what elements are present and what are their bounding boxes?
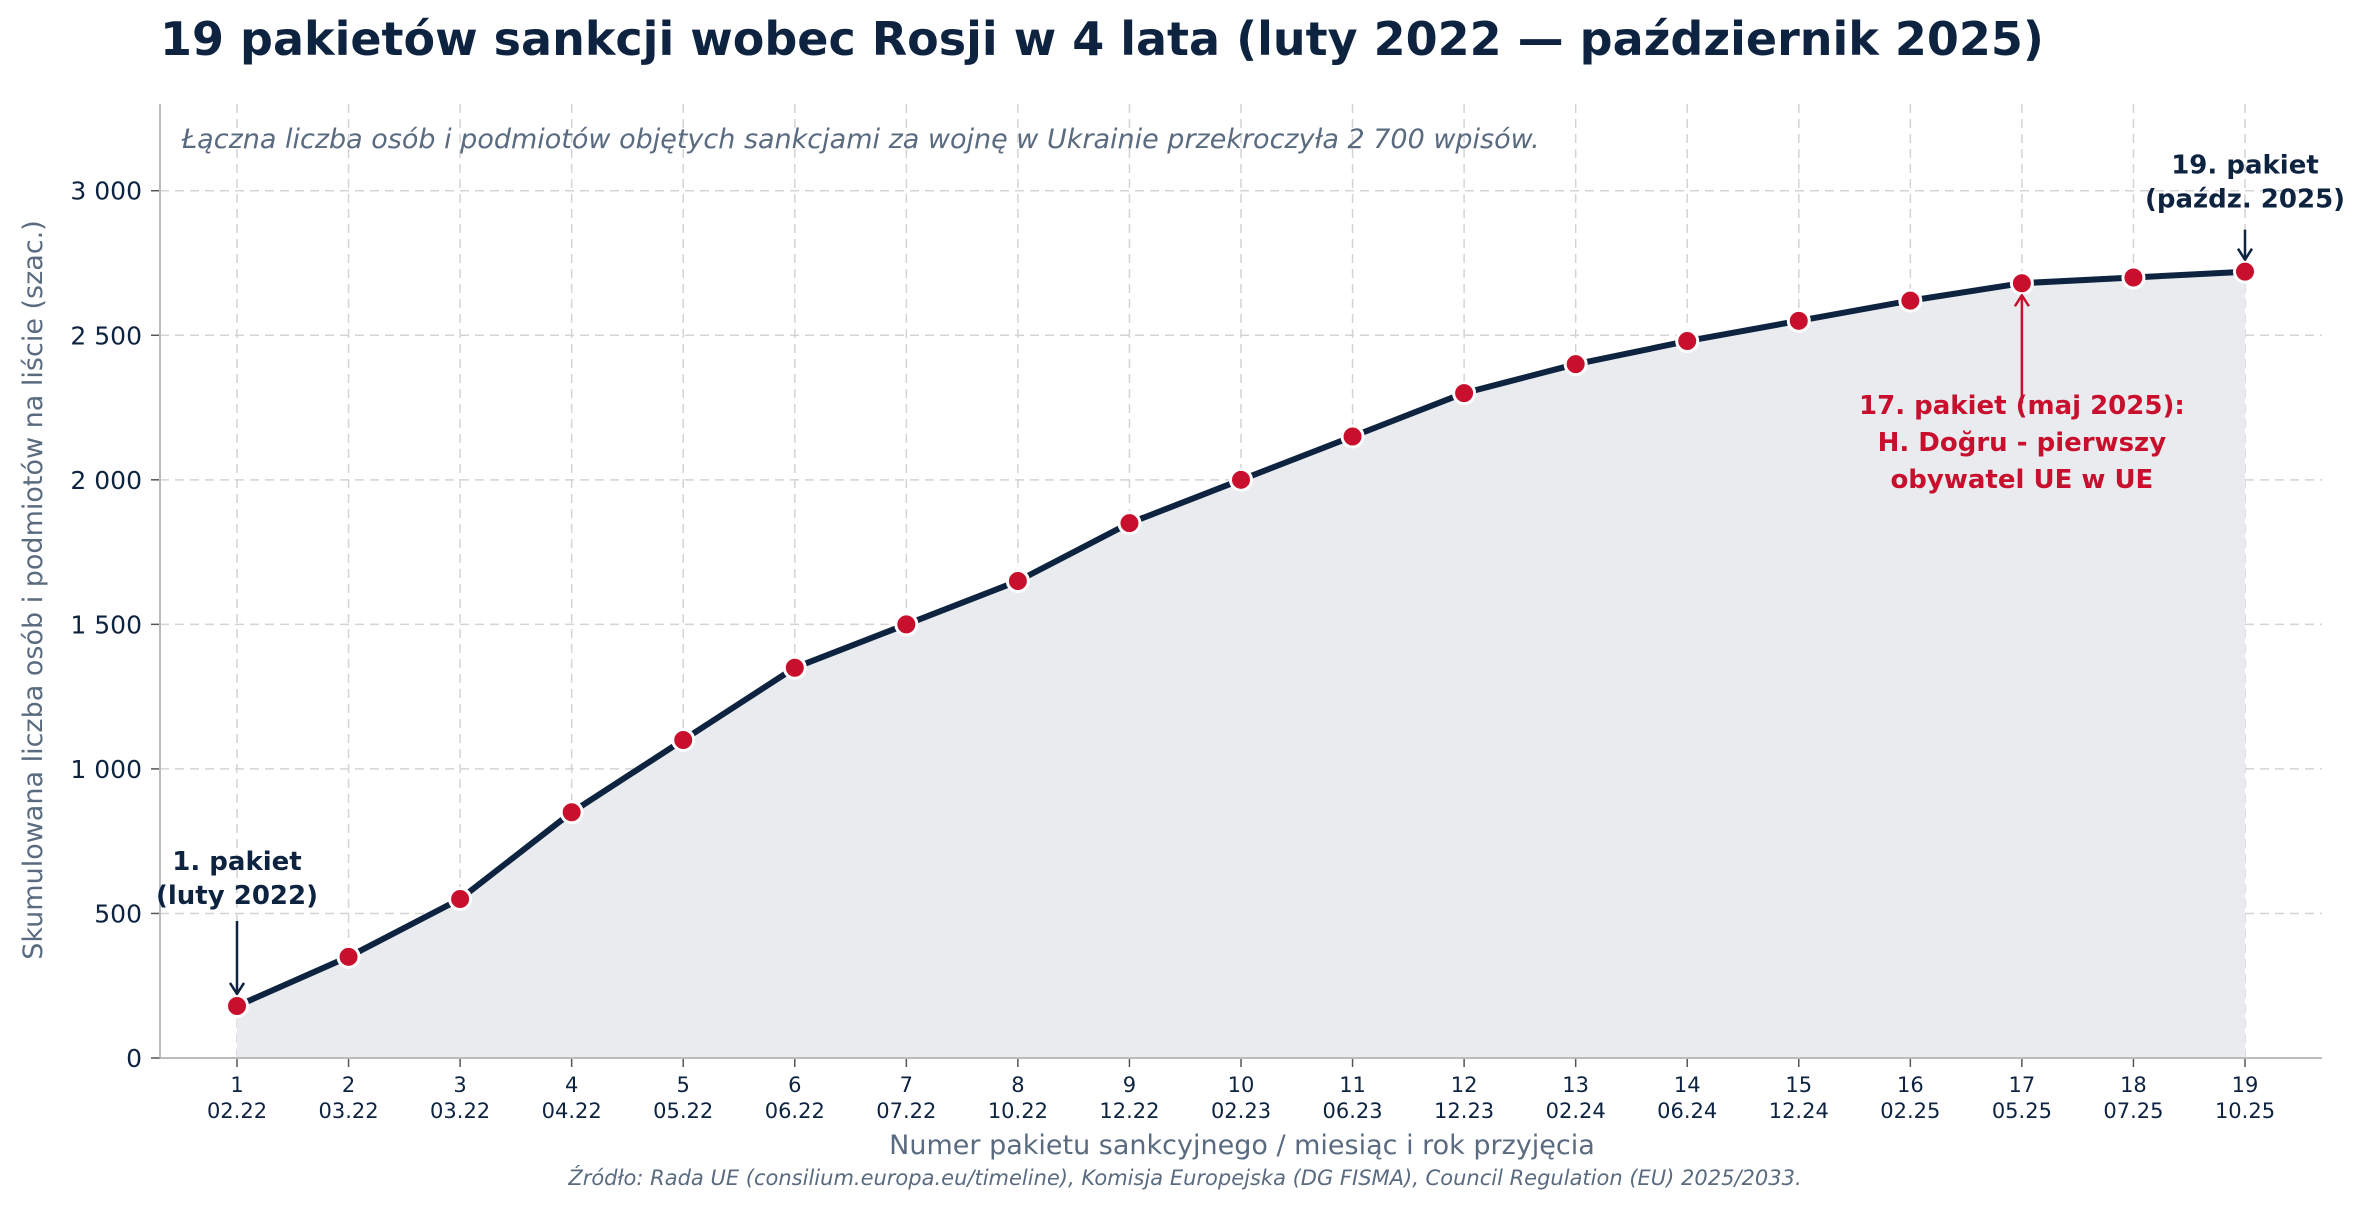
x-tick-date: 06.24	[1657, 1099, 1717, 1123]
x-tick-label: 7	[900, 1073, 913, 1097]
x-tick-date: 12.22	[1099, 1099, 1159, 1123]
y-tick-label: 1 500	[70, 610, 142, 639]
y-tick-label: 2 000	[70, 466, 142, 495]
x-tick-label: 14	[1674, 1073, 1701, 1097]
chart-subtitle: Łączna liczba osób i podmiotów objętych …	[181, 124, 1540, 155]
x-tick-label: 11	[1339, 1073, 1366, 1097]
data-point	[1117, 511, 1142, 536]
y-axis-label: Skumulowana liczba osób i podmiotów na l…	[18, 220, 49, 960]
x-tick-date: 03.22	[318, 1099, 378, 1123]
annotation-17-arrowhead	[2013, 293, 2030, 307]
x-tick-label: 12	[1451, 1073, 1478, 1097]
data-point	[1005, 569, 1030, 593]
x-tick-label: 4	[565, 1073, 578, 1097]
x-tick-date: 03.22	[430, 1099, 490, 1123]
data-point	[448, 887, 473, 911]
annotation-1-text: 1. pakiet	[172, 847, 301, 877]
data-point	[1675, 329, 1700, 354]
x-tick-label: 9	[1123, 1073, 1136, 1097]
x-tick-date: 02.24	[1546, 1099, 1606, 1123]
x-tick-label: 17	[2009, 1073, 2036, 1097]
y-tick-label: 1 000	[70, 755, 142, 784]
x-tick-label: 16	[1897, 1073, 1924, 1097]
data-point	[2121, 265, 2146, 290]
annotation-17-text: obywatel UE w UE	[1890, 465, 2153, 495]
x-tick-date: 05.22	[653, 1099, 713, 1123]
data-points	[225, 259, 2257, 1018]
x-tick-label: 3	[453, 1073, 466, 1097]
x-tick-date: 10.25	[2215, 1099, 2275, 1123]
chart-title: 19 pakietów sankcji wobec Rosji w 4 lata…	[160, 12, 2044, 66]
x-tick-label: 10	[1228, 1073, 1255, 1097]
y-tick-label: 0	[126, 1044, 142, 1073]
x-tick-date: 04.22	[542, 1099, 602, 1123]
data-point	[782, 655, 807, 680]
area-fill	[237, 271, 2245, 1058]
x-tick-date: 06.22	[765, 1099, 825, 1123]
x-tick-label: 6	[788, 1073, 801, 1097]
x-tick-date: 06.23	[1322, 1099, 1382, 1123]
x-tick-label: 8	[1011, 1073, 1024, 1097]
y-tick-label: 500	[94, 899, 142, 928]
x-tick-date: 02.23	[1211, 1099, 1271, 1123]
data-point	[559, 800, 584, 825]
x-tick-date: 02.25	[1880, 1099, 1940, 1123]
data-point	[225, 993, 249, 1018]
data-point	[336, 944, 361, 969]
data-point	[1452, 381, 1477, 406]
x-tick-date: 10.22	[988, 1099, 1048, 1123]
axes	[151, 104, 2322, 1067]
annotation-19-text: 19. pakiet	[2171, 151, 2319, 181]
x-tick-label: 15	[1785, 1073, 1812, 1097]
data-point	[2009, 271, 2034, 296]
data-point	[1340, 424, 1365, 449]
x-tick-label: 2	[342, 1073, 355, 1097]
x-tick-label: 1	[230, 1073, 243, 1097]
y-tick-label: 3 000	[70, 177, 142, 206]
x-tick-label: 18	[2120, 1073, 2147, 1097]
annotation-17-text: 17. pakiet (maj 2025):	[1859, 391, 2185, 421]
x-tick-label: 5	[677, 1073, 690, 1097]
data-point	[2233, 259, 2257, 284]
y-tick-label: 2 500	[70, 321, 142, 350]
data-point	[1786, 308, 1811, 333]
x-tick-date: 12.23	[1434, 1099, 1494, 1123]
annotation-19-text: (paźdz. 2025)	[2145, 185, 2345, 215]
data-point	[894, 612, 919, 637]
x-tick-label: 19	[2232, 1073, 2259, 1097]
x-tick-date: 12.24	[1769, 1099, 1829, 1123]
data-point	[1563, 352, 1588, 377]
annotation-19-arrowhead	[2236, 248, 2254, 261]
x-axis-label: Numer pakietu sankcyjnego / miesiąc i ro…	[889, 1130, 1595, 1161]
x-tick-date: 07.25	[2103, 1099, 2163, 1123]
data-point	[671, 728, 696, 752]
annotation-1-arrowhead	[228, 982, 246, 996]
x-tick-label: 13	[1562, 1073, 1589, 1097]
annotation-1-text: (luty 2022)	[156, 881, 318, 911]
x-tick-date: 05.25	[1992, 1099, 2052, 1123]
annotation-17-text: H. Doğru - pierwszy	[1878, 428, 2167, 458]
annotations: 1. pakiet (luty 2022) 19. pakiet (paźdz. 20…	[156, 151, 2345, 996]
x-tick-date: 02.22	[207, 1099, 267, 1123]
source-note: Źródło: Rada UE (consilium.europa.eu/tim…	[568, 1166, 1802, 1190]
x-tick-date: 07.22	[876, 1099, 936, 1123]
data-point	[1229, 467, 1253, 492]
data-point	[1898, 288, 1923, 313]
